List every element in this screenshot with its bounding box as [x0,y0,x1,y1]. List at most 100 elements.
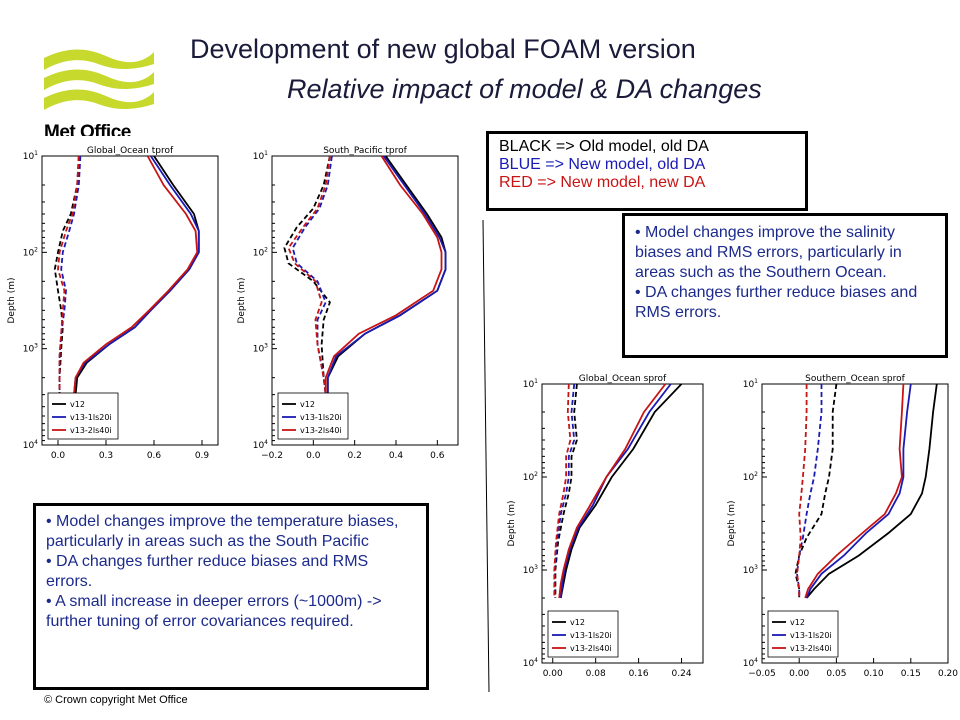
chart-title: Global_Ocean tprof [87,146,174,156]
series-line [74,155,200,395]
y-tick-label: 103 [523,564,538,576]
color-key-box: BLACK => Old model, old DA BLUE => New m… [486,131,808,211]
legend-label: v13-2ls40i [570,644,612,653]
series-line [559,383,672,599]
slide-subtitle: Relative impact of model & DA changes [287,74,762,104]
temperature-note: • DA changes further reduce biases and R… [46,553,369,590]
series-line [796,384,823,598]
x-tick-label: 0.6 [147,451,162,461]
plot-frame [541,383,704,664]
x-tick-label: 0.20 [938,669,958,679]
series-line [283,155,331,395]
copyright-notice: © Crown copyright Met Office [44,694,188,706]
salinity-note: • Model changes improve the salinity bia… [635,224,902,281]
series-line [558,383,667,599]
slide-title: Development of new global FOAM version [190,34,696,64]
x-tick-label: 0.4 [389,451,404,461]
y-tick-label: 103 [253,343,268,355]
series-line [53,155,80,395]
chart-southern-ocean-sprof: Southern_Ocean sprof 101 102 103 104 Depth (m… [727,374,958,679]
legend-label: v13-1ls20i [70,413,112,422]
series-line [794,383,838,598]
key-line-blue: BLUE => New model, old DA [499,156,706,173]
chart-global-ocean-sprof: Global_Ocean sprof 101 102 103 104 Depth (m) 0… [507,374,704,679]
x-tick-label: 0.6 [430,451,445,461]
y-tick-label: 103 [743,564,758,576]
y-tick-label: 102 [523,471,538,483]
x-tick-label: 0.16 [629,669,649,679]
legend-frame [277,392,349,440]
y-tick-label: 104 [23,439,38,451]
y-axis-label: Depth (m) [727,500,737,546]
y-tick-label: 101 [743,378,758,390]
y-axis-label: Depth (m) [7,277,17,323]
y-axis-label: Depth (m) [507,500,517,546]
y-tick-label: 102 [23,246,38,258]
x-tick-label: 0.2 [348,451,362,461]
series-line [73,155,199,395]
y-tick-label: 104 [523,657,538,669]
x-tick-label: −0.05 [748,669,776,679]
series-line [805,383,938,599]
x-tick-label: 0.24 [672,669,692,679]
series-line [559,383,683,599]
y-tick-label: 102 [743,471,758,483]
legend-frame [767,610,839,658]
legend-frame [547,610,619,658]
chart-title: South_Pacific tprof [323,146,407,156]
x-tick-label: 0.00 [789,669,809,679]
legend-label: v13-1ls20i [570,631,612,640]
y-tick-label: 101 [523,378,538,390]
series-line [804,383,905,599]
x-tick-label: 0.9 [195,451,210,461]
y-tick-label: 103 [23,343,38,355]
legend-label: v12 [300,400,315,409]
series-line [291,155,333,395]
series-line [326,155,447,395]
series-line [805,383,912,599]
legend-label: v13-1ls20i [790,631,832,640]
x-tick-label: 0.0 [51,451,66,461]
x-tick-label: 0.0 [306,451,321,461]
series-line [796,384,808,598]
x-tick-label: 0.05 [826,669,846,679]
series-line [326,155,447,395]
temperature-note: • Model changes improve the temperature … [46,513,399,550]
y-axis-label: Depth (m) [237,277,247,323]
series-line [553,383,572,598]
salinity-note: • DA changes further reduce biases and R… [635,284,918,321]
legend-label: v12 [790,618,805,627]
temperature-notes-box: • Model changes improve the temperature … [33,503,429,690]
series-line [324,155,443,395]
chart-title: Global_Ocean sprof [579,374,667,384]
y-tick-label: 101 [253,150,268,162]
x-tick-label: −0.2 [261,451,283,461]
logo-wordmark: Met Office [44,122,131,136]
y-tick-label: 104 [253,439,268,451]
legend-label: v13-2ls40i [70,426,112,435]
legend-label: v13-1ls20i [300,413,342,422]
y-tick-label: 104 [743,657,758,669]
x-tick-label: 0.3 [99,451,113,461]
y-tick-label: 102 [253,246,268,258]
series-line [287,155,331,395]
y-tick-label: 101 [23,150,38,162]
series-line [73,155,200,395]
legend-label: v12 [70,400,85,409]
key-line-red: RED => New model, new DA [499,174,706,191]
x-tick-label: 0.00 [543,669,563,679]
plot-frame [761,383,949,664]
chart-global-ocean-tprof: Global_Ocean tprof 101 102 103 104 Depth (m) 0… [7,146,219,461]
key-line-black: BLACK => Old model, old DA [499,138,709,155]
x-tick-label: 0.10 [864,669,884,679]
x-tick-label: 0.15 [901,669,921,679]
legend-frame [47,392,119,440]
plot-frame [271,155,459,446]
x-tick-label: 0.08 [586,669,606,679]
temperature-note: • A small increase in deeper errors (~10… [46,593,382,630]
series-line [58,155,82,395]
met-office-logo [44,49,154,110]
legend-label: v12 [570,618,585,627]
chart-south-pacific-tprof: South_Pacific tprof 101 102 103 104 Depth (m)… [237,146,459,461]
legend-label: v13-2ls40i [300,426,342,435]
